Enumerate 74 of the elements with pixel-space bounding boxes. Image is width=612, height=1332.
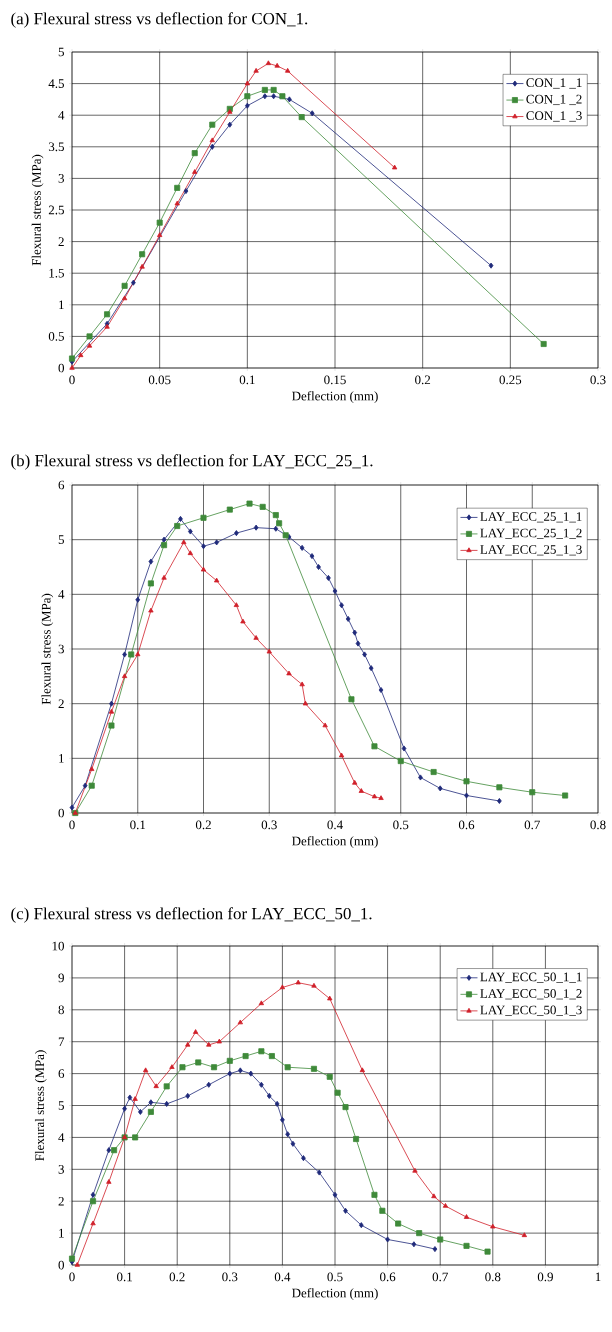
x-tick-label: 0.3 [590, 375, 606, 385]
x-tick-label: 1 [595, 1272, 601, 1282]
x-tick-label: 0.3 [222, 1272, 238, 1282]
y-tick-label: 1 [59, 300, 64, 310]
y-tick-label: 0 [58, 808, 64, 818]
y-tick-label: 7 [58, 1037, 65, 1046]
y-tick-label: 4 [58, 1133, 65, 1142]
legend-label: LAY_ECC_50_1_2 [480, 989, 582, 1000]
x-tick-label: 0.05 [148, 375, 171, 385]
x-tick-label: 0.6 [380, 1272, 396, 1282]
y-axis-title: Flexural stress (MPa) [41, 593, 54, 705]
y-tick-label: 3 [58, 1164, 64, 1174]
y-tick-label: 6 [58, 1069, 65, 1078]
x-tick-label: 0.2 [195, 820, 211, 830]
y-tick-label: 1 [59, 754, 64, 763]
y-tick-label: 2 [58, 699, 64, 708]
y-tick-label: 0 [58, 1260, 64, 1270]
x-tick-label: 0.15 [324, 375, 346, 385]
y-tick-label: 2.5 [48, 205, 64, 215]
y-tick-label: 2 [58, 237, 64, 246]
x-tick-label: 0.1 [239, 375, 255, 385]
y-tick-label: 2 [58, 1196, 64, 1206]
chart-title: (a) Flexural stress vs deflection for CON_1. [11, 12, 308, 28]
legend-label: CON_1 _1 [526, 78, 582, 89]
legend-label: LAY_ECC_50_1_3 [480, 1005, 582, 1016]
y-tick-label: 6 [58, 480, 65, 490]
x-tick-label: 0.4 [327, 820, 343, 830]
legend-label: LAY_ECC_25_1_1 [480, 512, 582, 523]
x-tick-label: 0.6 [458, 820, 475, 830]
x-tick-label: 0.1 [117, 1272, 132, 1282]
x-tick-label: 0 [69, 820, 75, 830]
y-tick-label: 1 [59, 1228, 64, 1238]
legend-label: LAY_ECC_50_1_1 [480, 972, 582, 983]
y-tick-label: 5 [58, 47, 64, 57]
chart-title: (c) Flexural stress vs deflection for LAY_ECC_50_1. [11, 907, 372, 923]
x-tick-label: 0.8 [485, 1272, 501, 1282]
y-tick-label: 3 [58, 174, 64, 183]
y-tick-label: 3 [58, 644, 64, 654]
x-tick-label: 0.7 [524, 820, 540, 830]
x-tick-label: 0.3 [261, 820, 277, 830]
y-tick-label: 8 [58, 1005, 64, 1015]
x-axis-title: Deflection (mm) [292, 391, 378, 404]
legend-label: CON_1 _2 [526, 94, 582, 106]
x-tick-label: 0.9 [537, 1272, 553, 1282]
y-tick-label: 0 [58, 363, 64, 373]
x-tick-label: 0.2 [415, 375, 431, 385]
y-tick-label: 5 [58, 1101, 64, 1110]
x-tick-label: 0.4 [274, 1272, 291, 1282]
y-tick-label: 3.5 [48, 142, 64, 152]
y-tick-label: 4.5 [48, 79, 64, 88]
x-tick-label: 0.1 [130, 820, 146, 830]
x-tick-label: 0.25 [499, 375, 522, 385]
x-tick-label: 0.2 [169, 1272, 185, 1282]
y-tick-label: 9 [58, 973, 64, 983]
x-axis-title: Deflection (mm) [292, 836, 378, 849]
x-tick-label: 0 [69, 1272, 75, 1282]
legend-label: LAY_ECC_25_1_2 [480, 528, 582, 539]
chart-title: (b) Flexural stress vs deflection for LAY_ECC_25_1. [11, 454, 373, 470]
legend-label: CON_1 _3 [526, 111, 582, 122]
x-tick-label: 0 [69, 375, 75, 385]
y-tick-label: 10 [52, 941, 64, 951]
y-axis-title: Flexural stress (MPa) [31, 154, 44, 266]
y-tick-label: 4 [58, 110, 65, 120]
y-tick-label: 4 [58, 590, 65, 599]
y-tick-label: 1.5 [49, 268, 64, 278]
y-tick-label: 0.5 [48, 332, 64, 341]
x-tick-label: 0.8 [590, 820, 606, 830]
x-axis-title: Deflection (mm) [292, 1288, 378, 1301]
x-tick-label: 0.5 [327, 1272, 343, 1282]
y-axis-title: Flexural stress (MPa) [34, 1050, 47, 1161]
x-tick-label: 0.5 [393, 820, 409, 830]
x-tick-label: 0.7 [432, 1272, 448, 1282]
y-tick-label: 5 [58, 535, 64, 544]
legend-label: LAY_ECC_25_1_3 [480, 545, 582, 556]
